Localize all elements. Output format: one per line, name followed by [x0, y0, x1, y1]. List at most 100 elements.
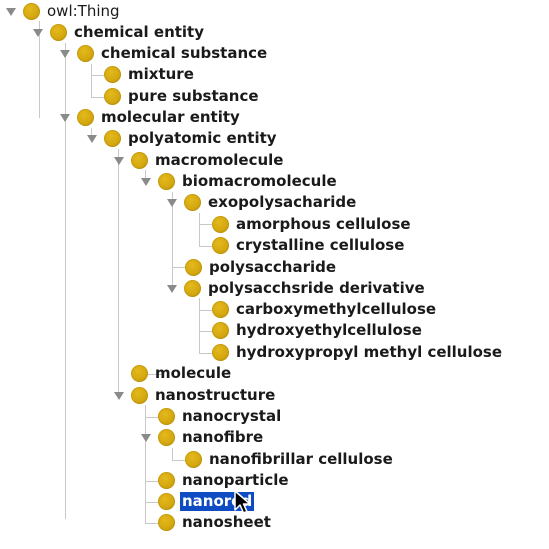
toggle-spacer	[140, 496, 152, 508]
triangle-down-icon[interactable]	[166, 283, 178, 295]
tree-connector	[91, 128, 92, 140]
node-label: nanofibre	[182, 428, 264, 446]
tree-node-nanoparticle[interactable]: nanoparticle	[140, 470, 291, 491]
class-circle-icon	[158, 173, 175, 190]
tree-node-molecular-entity[interactable]: molecular entity	[59, 107, 242, 128]
toggle-spacer	[194, 240, 206, 252]
tree-node-polyatomic-entity[interactable]: polyatomic entity	[86, 128, 279, 149]
triangle-down-icon[interactable]	[59, 48, 71, 60]
node-label: pure substance	[128, 87, 259, 105]
node-label: chemical entity	[74, 23, 205, 41]
node-label: nanoparticle	[182, 471, 289, 489]
tree-node-chemical-entity[interactable]: chemical entity	[32, 22, 206, 43]
tree-connector	[199, 246, 217, 247]
class-circle-icon	[212, 216, 229, 233]
tree-connector	[199, 331, 217, 332]
tree-node-macromolecule[interactable]: macromolecule	[113, 150, 285, 171]
triangle-down-icon[interactable]	[86, 133, 98, 145]
tree-node-polysaccharide[interactable]: polysaccharide	[167, 257, 338, 278]
class-circle-icon	[23, 3, 40, 20]
tree-node-exopolysacharide[interactable]: exopolysacharide	[166, 192, 358, 213]
tree-connector	[199, 224, 217, 225]
triangle-down-icon[interactable]	[140, 176, 152, 188]
triangle-down-icon[interactable]	[113, 390, 125, 402]
tree-node-molecule[interactable]: molecule	[113, 363, 233, 384]
tree-connector	[199, 298, 200, 353]
class-circle-icon	[185, 259, 202, 276]
tree-connector	[145, 405, 146, 523]
toggle-spacer	[194, 347, 206, 359]
tree-connector	[91, 75, 109, 76]
tree-node-chemical-substance[interactable]: chemical substance	[59, 43, 269, 64]
node-label: nanocrystal	[182, 407, 282, 425]
node-label: polysacchsride derivative	[208, 279, 425, 297]
class-circle-icon	[158, 429, 175, 446]
tree-node-nanostructure[interactable]: nanostructure	[113, 385, 277, 406]
toggle-spacer	[86, 69, 98, 81]
mouse-pointer-icon	[234, 490, 252, 516]
tree-connector	[145, 417, 163, 418]
tree-connector	[145, 374, 163, 375]
node-label: mixture	[128, 65, 194, 83]
node-label: carboxymethylcellulose	[236, 300, 437, 318]
tree-node-biomacromolecule[interactable]: biomacromolecule	[140, 171, 339, 192]
class-circle-icon	[212, 237, 229, 254]
triangle-down-icon[interactable]	[32, 27, 44, 39]
tree-connector	[145, 523, 163, 524]
node-label: molecular entity	[101, 108, 240, 126]
toggle-spacer	[140, 517, 152, 529]
class-circle-icon	[77, 45, 94, 62]
node-label: polysaccharide	[209, 258, 337, 276]
class-circle-icon	[50, 24, 67, 41]
class-circle-icon	[104, 66, 121, 83]
node-label: chemical substance	[101, 44, 268, 62]
tree-node-polysacchsride-derivative[interactable]: polysacchsride derivative	[166, 278, 427, 299]
tree-node-carboxymethylcellulose[interactable]: carboxymethylcellulose	[194, 299, 438, 320]
tree-node-nanosheet[interactable]: nanosheet	[140, 512, 273, 533]
node-label: nanostructure	[155, 386, 276, 404]
tree-node-pure-substance[interactable]: pure substance	[86, 86, 261, 107]
tree-connector	[199, 213, 200, 246]
toggle-spacer	[167, 454, 179, 466]
class-circle-icon	[158, 408, 175, 425]
tree-node-hydroxyethylcellulose[interactable]: hydroxyethylcellulose	[194, 320, 424, 341]
tree-connector	[39, 21, 40, 118]
class-circle-icon	[158, 493, 175, 510]
tree-node-owl-thing[interactable]: owl:Thing	[5, 1, 122, 22]
triangle-down-icon[interactable]	[59, 112, 71, 124]
tree-connector	[199, 353, 217, 354]
toggle-spacer	[140, 475, 152, 487]
tree-node-nanocrystal[interactable]: nanocrystal	[140, 406, 283, 427]
tree-connector	[145, 502, 163, 503]
toggle-spacer	[113, 368, 125, 380]
triangle-down-icon[interactable]	[5, 6, 17, 18]
class-circle-icon	[158, 472, 175, 489]
toggle-spacer	[194, 325, 206, 337]
tree-connector	[172, 448, 173, 460]
class-circle-icon	[104, 88, 121, 105]
node-label: polyatomic entity	[128, 129, 277, 147]
node-label: macromolecule	[155, 151, 284, 169]
tree-connector	[91, 64, 92, 97]
toggle-spacer	[167, 262, 179, 274]
tree-connector	[65, 43, 66, 519]
tree-node-hydroxypropyl-methyl-cellulose[interactable]: hydroxypropyl methyl cellulose	[194, 342, 504, 363]
toggle-spacer	[194, 219, 206, 231]
node-label: amorphous cellulose	[236, 215, 411, 233]
tree-connector	[172, 460, 190, 461]
triangle-down-icon[interactable]	[113, 155, 125, 167]
tree-connector	[145, 481, 163, 482]
tree-node-nanofibre[interactable]: nanofibre	[140, 427, 265, 448]
tree-connector	[118, 149, 119, 395]
node-label: nanofibrillar cellulose	[209, 450, 393, 468]
tree-node-amorphous-cellulose[interactable]: amorphous cellulose	[194, 214, 413, 235]
tree-node-nanofibrillar-cellulose[interactable]: nanofibrillar cellulose	[167, 449, 395, 470]
class-circle-icon	[104, 130, 121, 147]
tree-node-mixture[interactable]: mixture	[86, 64, 196, 85]
tree-node-crystalline-cellulose[interactable]: crystalline cellulose	[194, 235, 406, 256]
triangle-down-icon[interactable]	[166, 197, 178, 209]
node-label: nanosheet	[182, 513, 271, 531]
triangle-down-icon[interactable]	[140, 432, 152, 444]
node-label: exopolysacharide	[208, 193, 357, 211]
